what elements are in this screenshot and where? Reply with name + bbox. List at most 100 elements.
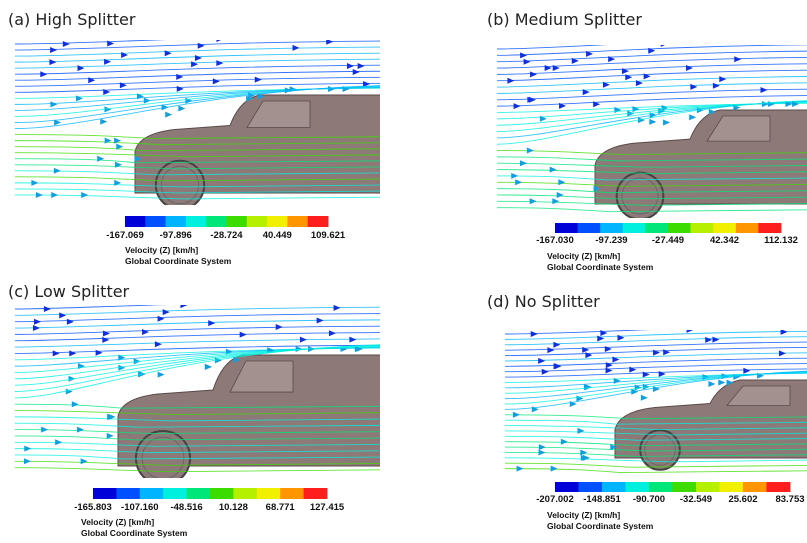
flow-arrow	[63, 41, 70, 47]
flow-arrow	[554, 363, 561, 369]
colorbar-segment	[257, 488, 281, 499]
flow-image	[505, 326, 807, 473]
flow-arrow	[530, 198, 537, 204]
colorbar-segment	[623, 223, 646, 233]
flow-arrow	[529, 97, 536, 103]
colorbar-segment	[287, 216, 308, 227]
colorbar-label: -107.160	[121, 502, 159, 513]
flow-arrow	[155, 341, 162, 347]
panel-title: (c) Low Splitter	[8, 282, 130, 301]
flow-arrow	[51, 192, 58, 198]
flow-arrow	[708, 381, 715, 387]
streamline	[15, 468, 400, 472]
streamline	[497, 64, 807, 75]
wheel	[136, 431, 190, 485]
colorbar-segment	[166, 216, 187, 227]
colorbar-segment	[736, 223, 759, 233]
flow-arrow	[743, 368, 750, 374]
colorbar-segment	[696, 482, 720, 492]
streamline	[505, 358, 807, 366]
streamline	[497, 95, 807, 106]
flow-arrow	[781, 329, 788, 335]
flow-arrow	[103, 330, 110, 336]
colorbar-segment	[720, 482, 744, 492]
colorbar-segment	[186, 216, 207, 227]
panel-title: (b) Medium Splitter	[487, 10, 642, 29]
flow-arrow	[690, 84, 697, 90]
flow-arrow	[317, 318, 324, 324]
streamline	[15, 59, 400, 68]
flow-arrow	[358, 63, 365, 69]
flow-arrow	[293, 45, 300, 51]
colorbar-label: -167.069	[106, 230, 144, 241]
flow-arrow	[515, 179, 522, 185]
flow-arrow	[661, 41, 668, 47]
flow-arrow	[41, 427, 48, 433]
flow-arrow	[59, 312, 66, 318]
flow-arrow	[347, 63, 354, 69]
flow-arrow	[329, 330, 336, 336]
colorbar-label: 10.128	[219, 502, 248, 513]
flow-arrow	[734, 56, 741, 62]
panel-title: (d) No Splitter	[487, 292, 600, 311]
streamline	[505, 331, 807, 339]
streamline	[497, 89, 807, 100]
colorbar-segment	[304, 488, 328, 499]
flow-arrow	[81, 192, 88, 198]
colorbar-segment	[578, 223, 601, 233]
colorbar-segment	[602, 482, 626, 492]
flow-arrow	[69, 350, 76, 356]
colorbar-label: -28.724	[210, 230, 243, 241]
streamline	[15, 195, 400, 199]
flow-arrow	[50, 101, 57, 107]
colorbar-label: -27.449	[652, 235, 684, 246]
colorbar-label: -165.803	[74, 502, 112, 513]
colorbar-segment	[187, 488, 211, 499]
colorbar-segment	[233, 488, 257, 499]
flow-arrow	[279, 299, 286, 305]
flow-arrow	[686, 65, 693, 71]
flow-arrow	[31, 180, 38, 186]
flow-arrow	[255, 77, 262, 83]
flow-arrow	[213, 78, 220, 84]
streamline	[15, 71, 400, 80]
flow-arrow	[349, 337, 356, 343]
colorbar-segment	[210, 488, 234, 499]
flow-arrow	[205, 364, 212, 370]
flow-arrow	[538, 358, 545, 364]
flow-arrow	[580, 449, 587, 455]
flow-image	[15, 35, 400, 209]
streamline	[505, 337, 807, 345]
flow-arrow	[100, 119, 107, 125]
colorbar-segment	[163, 488, 187, 499]
colorbar-label: 40.449	[263, 230, 292, 241]
flow-arrow	[163, 309, 170, 315]
flow-arrow	[33, 325, 40, 331]
colorbar-segment	[125, 216, 146, 227]
colorbar-label: -167.030	[536, 235, 574, 246]
flow-arrow	[511, 173, 518, 179]
flow-arrow	[585, 384, 592, 390]
flow-arrow	[191, 61, 198, 67]
legend-subtitle: Global Coordinate System	[125, 256, 232, 266]
colorbar-label: 25.602	[728, 494, 757, 505]
streamline	[497, 51, 807, 62]
colorbar-segment	[645, 223, 668, 233]
colorbar-segment	[626, 482, 650, 492]
flow-arrow	[712, 337, 719, 343]
flow-arrow	[67, 319, 74, 325]
flow-arrow	[78, 65, 85, 71]
flow-image	[497, 37, 807, 220]
flow-arrow	[34, 319, 41, 325]
flow-arrow	[514, 103, 521, 109]
flow-arrow	[40, 71, 47, 77]
colorbar-label: 109.621	[311, 230, 346, 241]
colorbar-segment	[673, 482, 697, 492]
legend-title: Velocity (Z) [km/h]	[547, 510, 620, 520]
colorbar-label: -48.516	[170, 502, 202, 513]
flow-arrow	[687, 327, 694, 333]
streamline	[497, 70, 807, 81]
flow-arrow	[718, 380, 725, 386]
streamline	[15, 53, 400, 62]
legend-title: Velocity (Z) [km/h]	[81, 517, 154, 527]
